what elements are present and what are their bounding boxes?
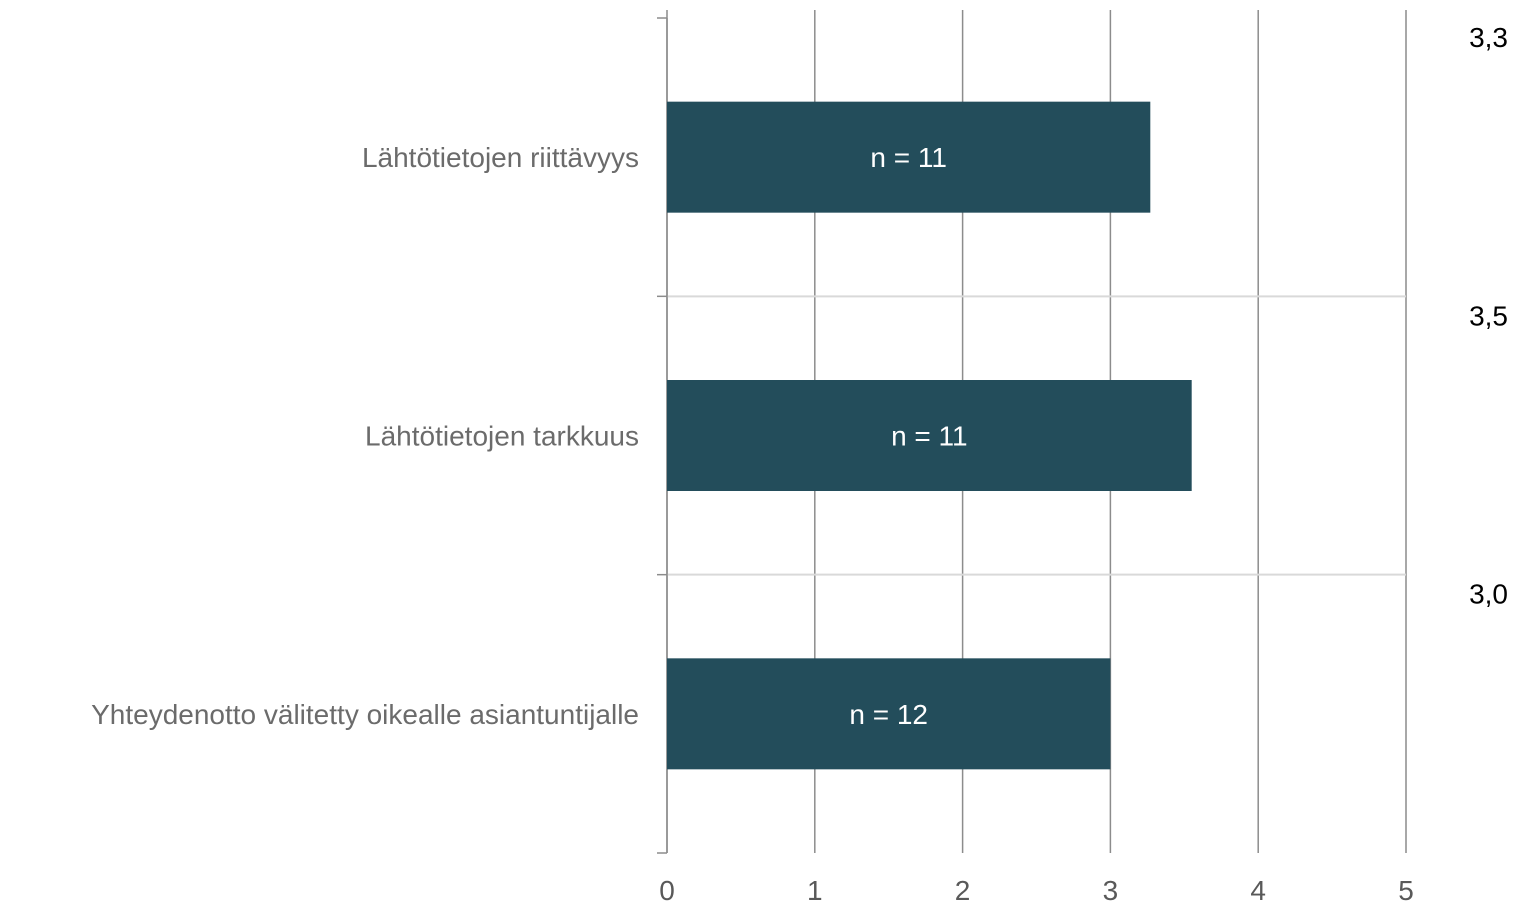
bar-0: [667, 101, 1151, 213]
x-tick-label-0: 0: [659, 875, 675, 903]
y-axis: [657, 17, 668, 854]
bar-1: [667, 380, 1192, 491]
x-tick-label-1: 1: [807, 875, 823, 903]
category-label-0: Lähtötietojen riittävyys: [362, 142, 639, 173]
value-label-0: 3,3: [1469, 22, 1508, 53]
x-tick-label-5: 5: [1398, 875, 1414, 903]
labels-group: 0 1 2 3 4 5 n = 11 Lähtötietojen riittävyys 3,3 n…: [91, 22, 1508, 903]
bar-n-label-0: n = 11: [870, 142, 947, 173]
value-label-2: 3,0: [1469, 579, 1508, 610]
category-separators: [667, 295, 1406, 576]
bar-n-label-2: n = 12: [849, 699, 928, 730]
x-tick-label-2: 2: [955, 875, 971, 903]
x-tick-label-3: 3: [1103, 875, 1119, 903]
x-tick-label-4: 4: [1250, 875, 1266, 903]
bar-n-label-1: n = 11: [891, 421, 968, 452]
bars-group: [667, 101, 1192, 770]
value-label-1: 3,5: [1469, 300, 1508, 331]
category-label-2: Yhteydenotto välitetty oikealle asiantun…: [91, 699, 639, 730]
bar-2: [667, 658, 1111, 770]
category-label-1: Lähtötietojen tarkkuus: [365, 421, 639, 452]
